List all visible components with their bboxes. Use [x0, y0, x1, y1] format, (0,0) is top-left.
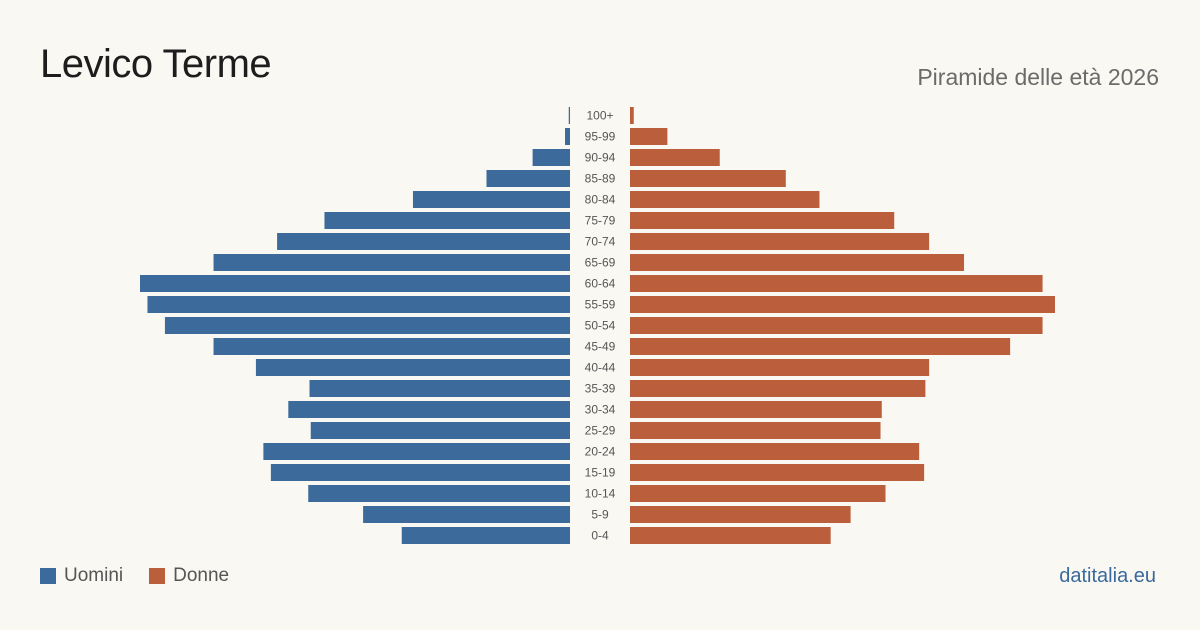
bar-men-55-59: [147, 296, 570, 313]
bar-men-95-99: [565, 128, 570, 145]
bar-women-90-94: [630, 149, 720, 166]
bar-women-100+: [630, 107, 634, 124]
bar-men-40-44: [255, 359, 571, 376]
age-label-25-29: 25-29: [585, 424, 616, 438]
bar-men-85-89: [486, 170, 570, 187]
age-label-65-69: 65-69: [585, 256, 616, 270]
bar-women-95-99: [630, 128, 668, 145]
legend: Uomini Donne: [40, 565, 255, 587]
bar-men-10-14: [308, 485, 570, 502]
age-label-55-59: 55-59: [585, 298, 616, 312]
age-label-90-94: 90-94: [585, 151, 616, 165]
legend-item-women: Donne: [149, 565, 229, 587]
age-label-0-4: 0-4: [591, 529, 609, 543]
bar-men-0-4: [401, 527, 570, 544]
bar-women-85-89: [630, 170, 786, 187]
age-label-35-39: 35-39: [585, 382, 616, 396]
bar-women-15-19: [630, 464, 925, 481]
bar-men-15-19: [270, 464, 570, 481]
age-label-80-84: 80-84: [585, 193, 616, 207]
bar-men-30-34: [288, 401, 570, 418]
bar-women-5-9: [630, 506, 851, 523]
brand-link[interactable]: datitalia.eu: [1059, 565, 1156, 587]
bar-men-90-94: [532, 149, 570, 166]
bar-women-20-24: [630, 443, 920, 460]
bar-men-100+: [568, 107, 570, 124]
bar-women-50-54: [630, 317, 1043, 334]
age-label-75-79: 75-79: [585, 214, 616, 228]
age-label-100+: 100+: [586, 109, 613, 123]
bar-women-65-69: [630, 254, 965, 271]
age-label-10-14: 10-14: [585, 487, 616, 501]
age-label-5-9: 5-9: [591, 508, 609, 522]
age-label-45-49: 45-49: [585, 340, 616, 354]
bar-women-25-29: [630, 422, 881, 439]
chart-subtitle: Piramide delle età 2026: [917, 64, 1159, 90]
bar-men-70-74: [277, 233, 570, 250]
age-label-70-74: 70-74: [585, 235, 616, 249]
bar-men-75-79: [324, 212, 570, 229]
age-label-15-19: 15-19: [585, 466, 616, 480]
bar-women-0-4: [630, 527, 831, 544]
bar-women-80-84: [630, 191, 820, 208]
age-label-40-44: 40-44: [585, 361, 616, 375]
bar-men-45-49: [213, 338, 570, 355]
bar-women-40-44: [630, 359, 930, 376]
legend-item-men: Uomini: [40, 565, 123, 587]
bar-men-35-39: [309, 380, 570, 397]
age-label-85-89: 85-89: [585, 172, 616, 186]
bar-women-35-39: [630, 380, 926, 397]
age-label-20-24: 20-24: [585, 445, 616, 459]
bar-women-60-64: [630, 275, 1043, 292]
age-label-30-34: 30-34: [585, 403, 616, 417]
bar-men-5-9: [363, 506, 570, 523]
bar-women-55-59: [630, 296, 1056, 313]
legend-label-men: Uomini: [64, 565, 124, 586]
bar-men-20-24: [263, 443, 570, 460]
bar-men-25-29: [310, 422, 570, 439]
bar-women-30-34: [630, 401, 882, 418]
bar-men-80-84: [412, 191, 570, 208]
bar-men-60-64: [140, 275, 570, 292]
age-label-95-99: 95-99: [585, 130, 616, 144]
bar-men-65-69: [213, 254, 570, 271]
legend-label-women: Donne: [173, 565, 230, 586]
bar-men-50-54: [164, 317, 570, 334]
legend-swatch-women: [149, 568, 166, 584]
age-label-60-64: 60-64: [585, 277, 616, 291]
bar-women-70-74: [630, 233, 930, 250]
age-label-50-54: 50-54: [585, 319, 616, 333]
legend-swatch-men: [40, 568, 56, 584]
bar-women-45-49: [630, 338, 1011, 355]
chart-title: Levico Terme: [40, 42, 272, 86]
bar-women-10-14: [630, 485, 886, 502]
bar-women-75-79: [630, 212, 895, 229]
